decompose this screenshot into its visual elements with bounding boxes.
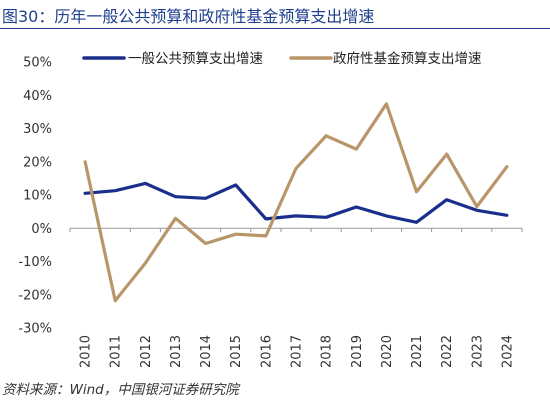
x-tick-label: 2017	[290, 335, 305, 368]
series-line-1	[83, 181, 509, 224]
x-tick-label: 2014	[199, 335, 214, 368]
y-tick-label: 20%	[23, 155, 52, 170]
x-tick-label: 2016	[259, 335, 274, 368]
figure-title: 图30：历年一般公共预算和政府性基金预算支出增速	[2, 7, 375, 26]
legend: 一般公共预算支出增速 政府性基金预算支出增速	[82, 50, 482, 67]
x-tick-label: 2012	[139, 335, 154, 368]
y-tick-label: 10%	[23, 189, 52, 204]
x-tick-label: 2010	[79, 335, 94, 368]
y-tick-label: 0%	[31, 222, 52, 237]
y-tick-label: -20%	[18, 288, 52, 303]
x-tick-label: 2018	[320, 335, 335, 368]
x-tick-label: 2024	[500, 335, 515, 368]
x-tick-label: 2013	[169, 335, 184, 368]
legend-label-1: 一般公共预算支出增速	[128, 51, 263, 67]
x-tick-label: 2021	[410, 335, 425, 368]
source-note: 资料来源：Wind，中国银河证券研究院	[2, 382, 239, 398]
plot-area	[83, 102, 509, 303]
legend-label-2: 政府性基金预算支出增速	[333, 50, 482, 67]
x-tick-label: 2020	[380, 335, 395, 368]
y-axis: 50% 40% 30% 20% 10% 0% -10% -20% -30%	[18, 56, 52, 337]
x-tick-label: 2022	[440, 335, 455, 368]
y-tick-label: 30%	[23, 122, 52, 137]
x-axis: 2010 2011 2012 2013 2014 2015 2016 2017 2018 2019…	[69, 227, 523, 368]
x-tick-label: 2019	[350, 335, 365, 368]
y-tick-label: 50%	[23, 56, 52, 71]
title-bar: 图30：历年一般公共预算和政府性基金预算支出增速	[0, 0, 550, 29]
y-tick-label: -30%	[18, 322, 52, 337]
series-line-2	[83, 102, 509, 303]
x-tick-label: 2015	[229, 335, 244, 368]
y-tick-label: -10%	[18, 255, 52, 270]
x-tick-label: 2023	[470, 335, 485, 368]
y-tick-label: 40%	[23, 89, 52, 104]
x-tick-label: 2011	[109, 335, 124, 368]
